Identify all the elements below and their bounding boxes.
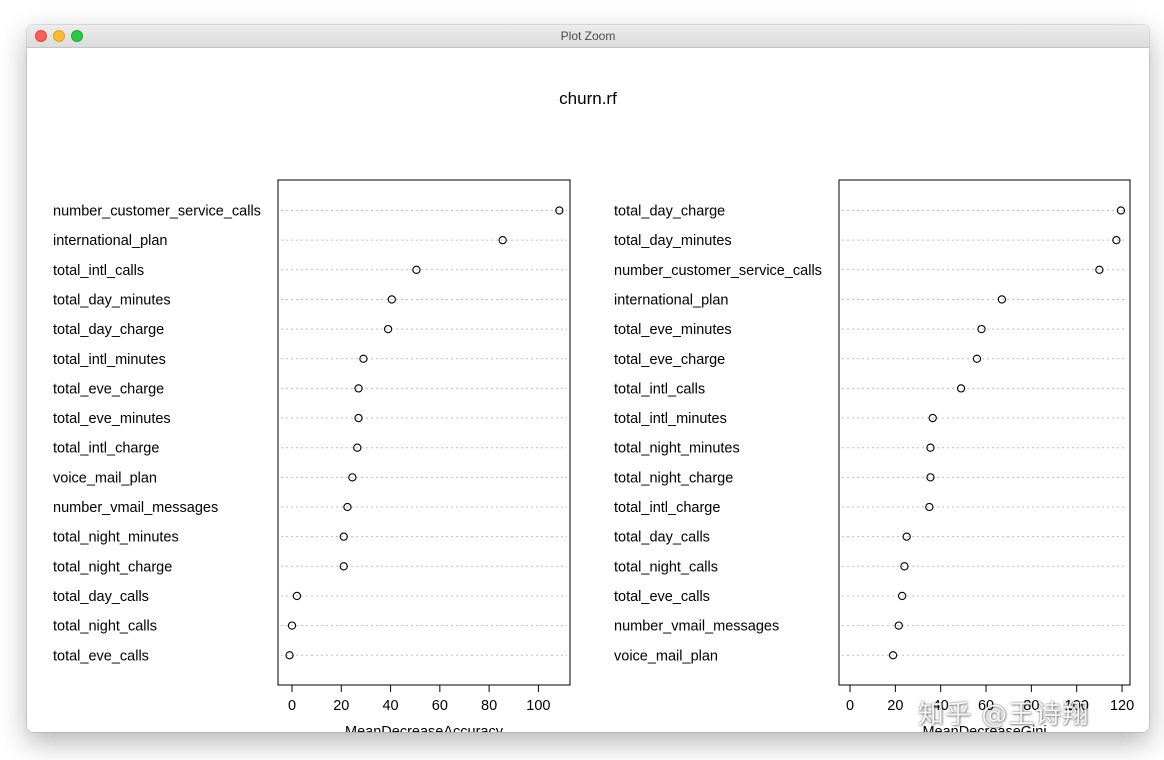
category-label: total_day_minutes (614, 233, 732, 249)
data-point (1095, 265, 1104, 274)
x-tick-label: 100 (526, 698, 550, 714)
data-point (972, 354, 982, 363)
category-label: number_customer_service_calls (53, 204, 261, 220)
data-point (894, 621, 903, 630)
category-label: total_intl_calls (53, 263, 144, 279)
category-label: total_day_minutes (53, 292, 171, 308)
data-point (956, 384, 966, 393)
category-label: total_day_calls (53, 589, 149, 605)
chart-title: churn.rf (559, 89, 617, 108)
x-tick-label: 40 (933, 698, 949, 714)
data-point (354, 384, 363, 393)
x-tick-label: 0 (288, 698, 296, 714)
x-tick-label: 40 (382, 698, 398, 714)
data-point (353, 443, 362, 452)
category-label: voice_mail_plan (53, 470, 157, 486)
category-label: total_night_minutes (53, 530, 179, 546)
data-point (897, 591, 907, 601)
category-label: number_customer_service_calls (614, 263, 822, 279)
category-label: number_vmail_messages (614, 619, 779, 635)
data-point (339, 532, 348, 541)
category-label: international_plan (53, 233, 167, 249)
data-point (383, 324, 393, 334)
x-tick-label: 60 (432, 698, 448, 714)
data-point (1116, 206, 1126, 215)
category-label: international_plan (614, 292, 728, 308)
x-axis-label: MeanDecreaseGini (922, 724, 1046, 732)
x-tick-label: 80 (1023, 698, 1039, 714)
data-point (926, 443, 935, 452)
x-axis-label: MeanDecreaseAccuracy (345, 724, 504, 732)
data-point (348, 473, 357, 482)
data-point (292, 591, 302, 601)
watermark: 知乎 @王诗翔 (918, 700, 1090, 730)
category-label: total_eve_charge (53, 381, 164, 397)
x-tick-label: 20 (887, 698, 903, 714)
x-tick-label: 20 (333, 698, 349, 714)
window-title: Plot Zoom (560, 29, 616, 43)
category-label: number_vmail_messages (53, 500, 218, 516)
data-point (977, 324, 986, 334)
dotchart-panel-1: number_customer_service_calls internation… (53, 179, 571, 732)
category-label: total_eve_minutes (53, 411, 171, 427)
data-point (1112, 235, 1121, 245)
category-label: total_intl_minutes (614, 411, 727, 427)
zoom-button[interactable] (71, 30, 83, 42)
category-label: total_day_charge (53, 322, 164, 338)
category-label: total_eve_charge (614, 352, 725, 368)
variable-importance-plot: churn.rfnumber_customer_service_callsint… (53, 89, 1134, 732)
data-point (339, 562, 348, 571)
x-tick-label: 120 (1110, 698, 1134, 714)
category-label: total_eve_minutes (614, 322, 732, 338)
data-point (387, 295, 396, 304)
data-point (555, 206, 564, 215)
data-point (925, 502, 934, 512)
category-label: total_eve_calls (614, 589, 710, 605)
x-tick-label: 60 (978, 698, 994, 714)
data-point (287, 621, 297, 630)
data-point (900, 562, 909, 571)
category-label: total_intl_charge (53, 441, 159, 457)
category-label: voice_mail_plan (614, 648, 718, 664)
category-label: total_intl_calls (614, 381, 705, 397)
data-point (354, 413, 363, 423)
data-point (285, 651, 294, 660)
data-point (359, 354, 368, 363)
title-bar[interactable]: Plot Zoom (27, 25, 1149, 48)
category-label: total_intl_charge (614, 500, 720, 516)
plot-frame (838, 179, 1131, 686)
data-point (498, 235, 507, 245)
category-label: total_intl_minutes (53, 352, 166, 368)
plot-frame (277, 179, 571, 686)
x-tick-label: 80 (481, 698, 497, 714)
x-tick-label: 100 (1065, 698, 1089, 714)
category-label: total_day_calls (614, 530, 710, 546)
data-point (343, 502, 352, 512)
plot-zoom-window: Plot Zoom churn.rf number_customer_servic… (27, 25, 1149, 732)
data-point (997, 295, 1007, 304)
data-point (888, 651, 898, 660)
category-label: total_eve_calls (53, 648, 149, 664)
category-label: total_night_charge (53, 559, 172, 575)
minimize-button[interactable] (53, 30, 65, 42)
data-point (902, 532, 911, 541)
close-button[interactable] (35, 30, 47, 42)
category-label: total_day_charge (614, 204, 725, 220)
category-label: total_night_charge (614, 470, 733, 486)
dotchart-panel-2: total_day_charge total_day_minutes number_… (614, 179, 1134, 732)
category-label: total_night_calls (614, 559, 718, 575)
x-tick-label: 0 (846, 698, 854, 714)
data-point (926, 473, 935, 482)
data-point (928, 413, 937, 423)
data-point (412, 265, 421, 274)
category-label: total_night_calls (53, 619, 157, 635)
category-label: total_night_minutes (614, 441, 740, 457)
